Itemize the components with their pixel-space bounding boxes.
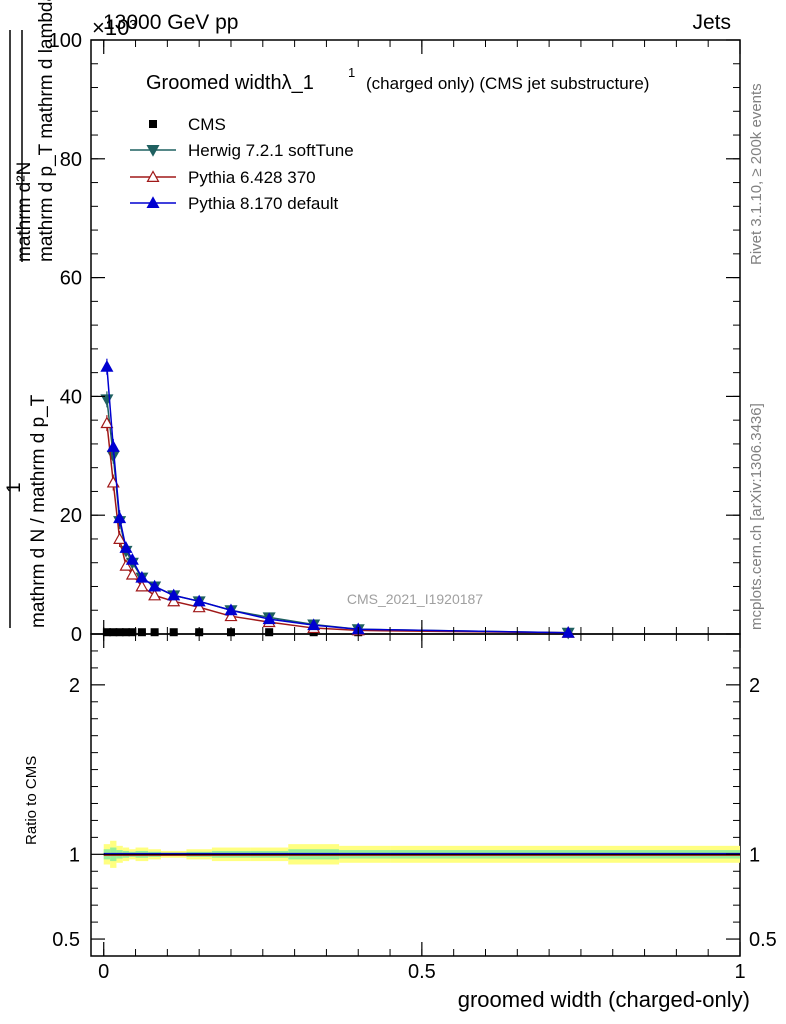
data-point-pythia-8-170-default [224, 603, 238, 616]
exponent-label: ×10³ [92, 15, 137, 40]
y-tick-label: 60 [60, 268, 82, 290]
x-tick-label: 0 [98, 961, 109, 983]
ratio-y-axis-label: Ratio to CMS [23, 756, 40, 845]
data-point-pythia-6-428-370 [135, 579, 149, 592]
data-point-cms [121, 628, 130, 637]
watermark: CMS_2021_I1920187 [347, 591, 483, 607]
data-point-pythia-8-170-default [307, 618, 321, 631]
legend-label-pythia-6-428-370: Pythia 6.428 370 [188, 168, 316, 187]
energy-label: 13000 GeV pp [103, 11, 238, 34]
rivet-label: Rivet 3.1.10, ≥ 200k events [748, 83, 765, 265]
plot-title-superscript: 1 [348, 65, 355, 80]
legend: CMS Herwig 7.2.1 softTune Pythia 6.428 370… [130, 115, 354, 213]
data-point-cms [115, 628, 124, 637]
legend-label-pythia-8-170-default: Pythia 8.170 default [188, 194, 339, 213]
ratio-tick-label-right: 0.5 [749, 929, 777, 951]
y-tick-label: 0 [71, 624, 82, 646]
ratio-lines [103, 852, 740, 856]
y-tick-label: 100 [49, 30, 82, 52]
y-axis-numerator: mathrm d²N [14, 162, 35, 262]
ratio-plot-frame [90, 633, 741, 957]
plot-title: Groomed widthλ_1 [146, 72, 314, 94]
y-axis-one: 1 [4, 482, 25, 493]
y-axis-left-denominator: mathrm d N / mathrm d p_T [28, 394, 49, 628]
data-point-pythia-8-170-default [262, 612, 276, 625]
mcplots-label: mcplots.cern.ch [arXiv:1306.3436] [748, 403, 765, 630]
data-point-cms [265, 628, 274, 637]
y-tick-label: 20 [60, 505, 82, 527]
data-point-cms [109, 628, 118, 637]
ratio-tick-label: 0.5 [52, 929, 80, 951]
legend-marker-cms [149, 120, 157, 128]
data-point-cms [137, 628, 146, 637]
data-point-pythia-8-170-default [135, 570, 149, 583]
series-group [100, 358, 575, 640]
jets-label: Jets [692, 11, 731, 34]
data-point-pythia-8-170-default [119, 541, 133, 553]
legend-label-cms: CMS [188, 115, 226, 134]
ratio-tick-label: 1 [69, 844, 80, 866]
y-tick-label: 80 [60, 149, 82, 171]
x-axis-label: groomed width (charged-only) [458, 987, 750, 1012]
data-point-pythia-6-428-370 [192, 600, 206, 613]
data-point-pythia-8-170-default [148, 579, 162, 592]
legend-label-herwig-7-2-1-softtune: Herwig 7.2.1 softTune [188, 141, 354, 160]
data-point-pythia-8-170-default [192, 594, 206, 607]
data-point-pythia-8-170-default [561, 626, 575, 638]
data-point-pythia-6-428-370 [100, 416, 114, 429]
data-point-cms [169, 628, 178, 637]
data-point-cms [102, 628, 111, 637]
data-point-pythia-6-428-370 [119, 558, 133, 571]
legend-marker-pythia-8-170-default [146, 196, 160, 208]
data-point-pythia-6-428-370 [148, 588, 162, 601]
x-tick-label: 1 [734, 961, 745, 983]
y-axis-denominator: mathrm d p_T mathrm d lambda [36, 0, 57, 262]
legend-marker-herwig-7-2-1-softtune [146, 145, 160, 157]
data-point-pythia-6-428-370 [125, 567, 139, 580]
data-point-cms [150, 628, 159, 637]
data-point-pythia-8-170-default [167, 588, 181, 601]
data-point-pythia-8-170-default [125, 553, 139, 565]
data-point-pythia-8-170-default [106, 440, 120, 452]
y-tick-label: 40 [60, 386, 82, 408]
legend-marker-pythia-6-428-370 [146, 170, 160, 182]
plot-subtitle: (charged only) (CMS jet substructure) [366, 74, 649, 93]
data-point-cms [128, 628, 137, 637]
ratio-tick-label-right: 1 [749, 844, 760, 866]
data-point-pythia-8-170-default [100, 359, 114, 372]
ratio-tick-label: 2 [69, 675, 80, 697]
data-point-pythia-6-428-370 [224, 609, 238, 622]
data-point-pythia-8-170-default [113, 511, 127, 524]
data-point-pythia-6-428-370 [167, 594, 181, 607]
ratio-tick-label-right: 2 [749, 675, 760, 697]
data-point-pythia-6-428-370 [113, 532, 127, 544]
x-tick-label: 0.5 [408, 961, 436, 983]
